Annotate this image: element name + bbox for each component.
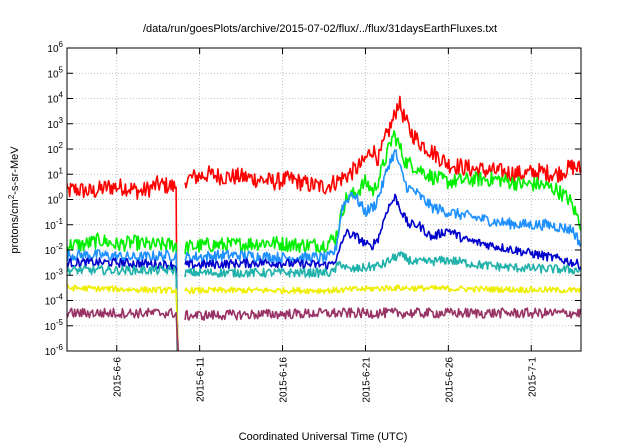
- series-line: [184, 193, 581, 270]
- series-line: [184, 307, 581, 321]
- series-line: [67, 257, 179, 351]
- y-tick-label: 103: [47, 116, 63, 131]
- chart-title: /data/run/goesPlots/archive/2015-07-02/f…: [143, 23, 497, 35]
- x-axis-title: Coordinated Universal Time (UTC): [239, 431, 408, 443]
- y-tick-label: 100: [47, 192, 63, 207]
- x-tick-label: 2015-7-1: [527, 357, 538, 397]
- series-line: [67, 264, 179, 351]
- y-tick-label: 105: [47, 65, 63, 80]
- y-tick-label: 10-5: [45, 318, 64, 333]
- x-tick-label: 2015-6-26: [444, 357, 455, 403]
- grid: [67, 48, 581, 351]
- y-tick-label: 10-1: [45, 217, 64, 232]
- y-tick-label: 106: [47, 40, 63, 55]
- y-tick-label: 101: [47, 166, 63, 181]
- y-tick-label: 10-6: [45, 343, 64, 358]
- y-tick-label: 10-4: [45, 293, 64, 308]
- plot-area: [67, 95, 581, 351]
- series-line: [184, 149, 581, 264]
- y-axis-title: protons/cm2-s-sr-MeV: [7, 146, 21, 254]
- plot-frame: [66, 47, 582, 352]
- series-line: [67, 175, 178, 351]
- x-axis-ticks: 2015-6-6 2015-6-11 2015-6-16 2015-6-21 2015-…: [113, 48, 538, 403]
- series-line: [67, 284, 180, 351]
- series-line: [67, 232, 179, 351]
- x-tick-label: 2015-6-21: [361, 357, 372, 403]
- y-tick-label: 102: [47, 141, 63, 156]
- series-line: [67, 307, 180, 351]
- x-tick-label: 2015-6-16: [279, 357, 290, 403]
- y-axis-ticks: 10-6 10-5 10-4 10-3 10-2 10-1 100 101 102 103 104 1…: [45, 40, 581, 358]
- x-tick-label: 2015-6-6: [113, 357, 124, 397]
- series-line: [184, 130, 581, 255]
- y-tick-label: 104: [47, 91, 63, 106]
- y-tick-label: 10-2: [45, 242, 64, 257]
- series-line: [184, 284, 581, 295]
- series-line: [184, 95, 581, 195]
- y-tick-label: 10-3: [45, 267, 64, 282]
- series-line: [184, 251, 581, 279]
- x-tick-label: 2015-6-11: [196, 357, 207, 402]
